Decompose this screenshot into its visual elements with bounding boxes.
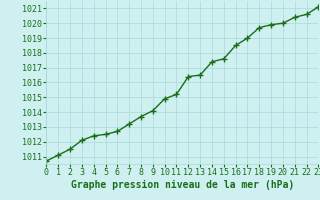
X-axis label: Graphe pression niveau de la mer (hPa): Graphe pression niveau de la mer (hPa) bbox=[71, 180, 294, 190]
